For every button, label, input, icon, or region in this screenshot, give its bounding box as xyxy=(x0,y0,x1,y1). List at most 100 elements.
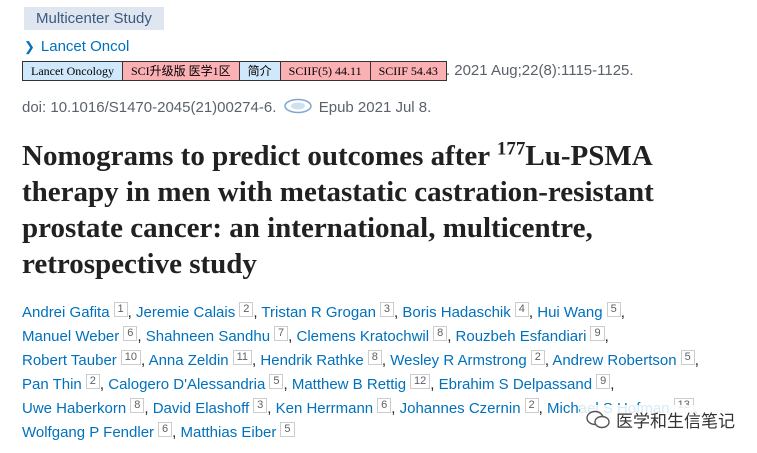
separator: , xyxy=(528,304,538,321)
authors: Andrei Gafita 1, Jeremie Calais 2, Tristan… xyxy=(22,301,742,445)
author[interactable]: Calogero D'Alessandria xyxy=(108,376,266,393)
badge[interactable]: SCIIF 54.43 xyxy=(369,61,447,81)
separator: , xyxy=(544,352,553,369)
author[interactable]: Clemens Kratochwil xyxy=(296,328,430,345)
author[interactable]: Andrei Gafita xyxy=(22,304,110,321)
affiliation[interactable]: 5 xyxy=(280,422,295,437)
article-title: Nomograms to predict outcomes after 177L… xyxy=(22,138,742,282)
affiliation[interactable]: 3 xyxy=(253,398,268,413)
affiliation[interactable]: 2 xyxy=(530,350,545,365)
icon xyxy=(283,98,312,114)
affiliation[interactable]: 7 xyxy=(274,326,289,341)
badge[interactable]: SCI升级版 医学1区 xyxy=(121,61,240,81)
separator: , xyxy=(253,304,262,321)
author[interactable]: Wolfgang P Fendler xyxy=(22,424,155,441)
affiliation[interactable]: 5 xyxy=(606,302,621,317)
chevron: ❯ xyxy=(24,39,35,54)
affiliation[interactable]: 2 xyxy=(524,398,539,413)
separator: , xyxy=(394,304,403,321)
author[interactable]: Jeremie Calais xyxy=(136,304,236,321)
author[interactable]: Boris Hadaschik xyxy=(402,304,511,321)
author[interactable]: Hui Wang xyxy=(537,304,603,321)
author[interactable]: Robert Tauber xyxy=(22,352,117,369)
separator: , xyxy=(127,304,137,321)
author-line: Pan Thin 2, Calogero D'Alessandria 5, Matt… xyxy=(22,373,742,397)
citation: . 2021 Aug;22(8):1115-1125. xyxy=(445,61,634,79)
separator: , xyxy=(288,328,297,345)
author[interactable]: Wesley R Armstrong xyxy=(390,352,527,369)
title-text: Lu-PSMA therapy in men with metastatic c… xyxy=(22,140,654,280)
affiliation[interactable]: 8 xyxy=(130,398,145,413)
author[interactable]: David Elashoff xyxy=(152,400,250,417)
affiliation[interactable]: 5 xyxy=(269,374,284,389)
separator: , xyxy=(283,376,292,393)
separator: , xyxy=(620,304,625,321)
separator: , xyxy=(391,400,400,417)
epub: Epub 2021 Jul 8. xyxy=(318,99,432,116)
separator: , xyxy=(694,352,699,369)
affiliation[interactable]: 8 xyxy=(367,350,382,365)
affiliation[interactable]: 1 xyxy=(113,302,128,317)
affiliation[interactable]: 6 xyxy=(158,422,173,437)
publication-type: Multicenter Study xyxy=(24,7,164,30)
separator: , xyxy=(99,376,109,393)
separator: , xyxy=(430,376,439,393)
affiliation[interactable]: 11 xyxy=(232,350,253,365)
separator: , xyxy=(610,376,615,393)
affiliation[interactable]: 5 xyxy=(680,350,695,365)
wechat-icon xyxy=(586,410,610,428)
author[interactable]: Johannes Czernin xyxy=(399,400,521,417)
author[interactable]: Shahneen Sandhu xyxy=(145,328,271,345)
affiliation[interactable]: 9 xyxy=(590,326,605,341)
affiliation[interactable]: 4 xyxy=(514,302,529,317)
badge[interactable]: 简介 xyxy=(238,61,281,81)
title-text: Nomograms to predict outcomes after xyxy=(22,140,497,172)
badges: Lancet Oncology SCI升级版 医学1区 简介 SCIIF(5) 44.… xyxy=(22,61,447,81)
affiliation[interactable]: 12 xyxy=(410,374,431,389)
affiliation[interactable]: 3 xyxy=(379,302,395,317)
separator: , xyxy=(538,400,548,417)
journal-link[interactable]: Lancet Oncol xyxy=(40,38,130,55)
citation-row: Lancet Oncology SCI升级版 医学1区 简介 SCIIF(5) 44.… xyxy=(22,61,634,81)
author[interactable]: Matthew B Rettig xyxy=(291,376,407,393)
watermark: 医学和生信笔记 xyxy=(580,405,741,434)
author-line: Manuel Weber 6, Shahneen Sandhu 7, Clemens… xyxy=(22,325,742,349)
separator: , xyxy=(141,352,149,369)
author[interactable]: Matthias Eiber xyxy=(180,424,277,441)
badge[interactable]: Lancet Oncology xyxy=(22,61,123,81)
title-superscript: 177 xyxy=(496,138,526,160)
separator: , xyxy=(267,400,276,417)
affiliation[interactable]: 6 xyxy=(123,326,138,341)
author[interactable]: Ebrahim S Delpassand xyxy=(438,376,593,393)
author[interactable]: Hendrik Rathke xyxy=(260,352,364,369)
author-line: Andrei Gafita 1, Jeremie Calais 2, Tristan… xyxy=(22,301,742,325)
separator: , xyxy=(137,328,146,345)
badge[interactable]: SCIIF(5) 44.11 xyxy=(279,61,371,81)
author[interactable]: Manuel Weber xyxy=(22,328,120,345)
author-line: Robert Tauber 10, Anna Zeldin 11, Hendrik … xyxy=(22,349,742,373)
separator: , xyxy=(172,424,181,441)
author[interactable]: Andrew Robertson xyxy=(552,352,677,369)
affiliation[interactable]: 8 xyxy=(433,326,448,341)
author[interactable]: Uwe Haberkorn xyxy=(22,400,127,417)
author-line: Wolfgang P Fendler 6, Matthias Eiber 5 xyxy=(22,421,742,445)
affiliation[interactable]: 10 xyxy=(120,350,142,365)
doi-row: doi: 10.1016/S1470-2045(21)00274-6. Epub… xyxy=(22,98,431,116)
separator: , xyxy=(604,328,609,345)
affiliation[interactable]: 6 xyxy=(377,398,392,413)
separator: , xyxy=(252,352,261,369)
author[interactable]: Rouzbeh Esfandiari xyxy=(455,328,587,345)
author[interactable]: Pan Thin xyxy=(22,376,82,393)
author[interactable]: Tristan R Grogan xyxy=(261,304,376,321)
affiliation[interactable]: 9 xyxy=(596,374,611,389)
affiliation[interactable]: 2 xyxy=(239,302,254,317)
doi[interactable]: doi: 10.1016/S1470-2045(21)00274-6. xyxy=(22,99,277,116)
journal-link-row: ❯ Lancet Oncol xyxy=(24,38,129,55)
author[interactable]: Anna Zeldin xyxy=(148,352,229,369)
separator: , xyxy=(144,400,153,417)
author[interactable]: Ken Herrmann xyxy=(275,400,374,417)
separator: , xyxy=(381,352,391,369)
separator: , xyxy=(447,328,456,345)
affiliation[interactable]: 2 xyxy=(85,374,100,389)
